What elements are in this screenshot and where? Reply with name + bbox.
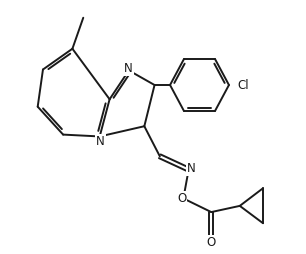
Text: O: O <box>207 236 216 249</box>
Text: N: N <box>187 162 196 174</box>
Text: O: O <box>177 192 186 205</box>
Text: N: N <box>124 62 132 75</box>
Text: Cl: Cl <box>238 78 249 91</box>
Text: N: N <box>96 135 105 148</box>
